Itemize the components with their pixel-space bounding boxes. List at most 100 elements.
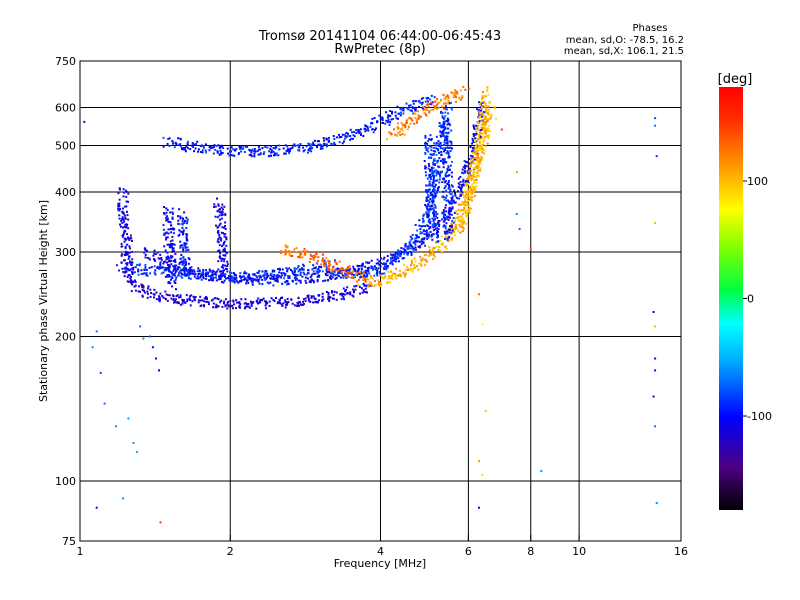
data-point	[358, 130, 361, 133]
data-point	[166, 299, 169, 302]
data-point	[443, 141, 446, 144]
data-point	[216, 306, 219, 309]
data-point	[313, 254, 316, 257]
data-point	[442, 162, 445, 165]
data-point	[281, 305, 284, 307]
data-point	[155, 298, 158, 301]
data-point	[207, 301, 210, 304]
data-point	[196, 270, 199, 273]
data-point	[477, 163, 480, 166]
data-point	[289, 254, 292, 257]
data-point	[433, 96, 436, 99]
data-point	[162, 262, 165, 265]
data-point	[187, 140, 190, 143]
data-point	[435, 191, 437, 194]
data-point	[159, 253, 162, 256]
data-point	[291, 272, 294, 275]
data-point	[432, 198, 435, 201]
data-point	[450, 171, 453, 174]
y-tick-label: 400	[55, 186, 76, 199]
data-point	[297, 255, 300, 258]
data-point	[379, 118, 382, 121]
data-point	[452, 92, 455, 95]
data-point	[413, 257, 416, 260]
data-point	[404, 245, 407, 248]
data-point	[251, 148, 254, 151]
data-point	[250, 149, 253, 152]
data-point	[434, 205, 437, 208]
data-point	[469, 187, 472, 190]
data-point	[211, 279, 214, 282]
data-point	[273, 152, 276, 155]
data-point	[444, 185, 447, 188]
data-point	[217, 208, 220, 211]
data-point	[404, 126, 407, 129]
data-point	[467, 203, 470, 206]
data-point	[164, 269, 167, 272]
data-point	[448, 102, 451, 105]
data-point	[426, 233, 429, 236]
data-point	[168, 144, 171, 147]
data-point	[654, 425, 657, 428]
data-point	[425, 109, 428, 112]
data-point	[444, 218, 447, 221]
data-point	[350, 131, 353, 134]
data-point	[172, 232, 175, 235]
data-point	[233, 303, 236, 306]
data-point	[445, 199, 448, 202]
data-point	[475, 178, 478, 181]
data-point	[243, 270, 246, 273]
data-point	[165, 293, 168, 296]
data-point	[397, 249, 400, 252]
data-point	[438, 178, 441, 181]
data-point	[402, 257, 405, 259]
data-point	[363, 275, 365, 278]
data-point	[349, 272, 352, 275]
data-point	[243, 307, 246, 310]
data-point	[273, 154, 275, 157]
data-point	[118, 209, 121, 212]
data-point	[119, 225, 122, 228]
data-point	[182, 261, 185, 264]
data-point	[288, 251, 291, 254]
data-point	[484, 105, 487, 108]
data-point	[299, 254, 301, 257]
data-point	[204, 297, 207, 300]
data-point	[455, 196, 458, 199]
data-point	[448, 206, 451, 209]
data-point	[389, 253, 392, 256]
data-point	[219, 208, 222, 211]
data-point	[440, 235, 443, 238]
data-point	[358, 265, 361, 267]
data-point	[408, 244, 411, 247]
data-point	[361, 291, 364, 294]
data-point	[352, 270, 355, 273]
data-point	[264, 304, 267, 307]
data-point	[376, 274, 379, 277]
data-point	[143, 268, 146, 271]
data-point	[474, 188, 477, 191]
data-point	[183, 147, 186, 149]
data-point	[389, 115, 392, 117]
data-point	[473, 167, 476, 169]
data-point	[367, 278, 370, 281]
data-point	[319, 147, 322, 150]
data-point	[373, 117, 376, 119]
data-point	[364, 280, 367, 283]
data-point	[400, 128, 403, 131]
data-point	[189, 270, 192, 273]
data-point	[383, 276, 386, 279]
data-point	[472, 124, 475, 127]
data-point	[218, 153, 221, 156]
data-point	[454, 220, 457, 223]
data-point	[267, 274, 270, 277]
data-point	[449, 168, 451, 171]
data-point	[180, 147, 183, 150]
data-point	[409, 250, 412, 253]
data-point	[181, 260, 184, 263]
data-point	[480, 115, 483, 118]
data-point	[429, 98, 432, 101]
data-point	[185, 273, 188, 276]
data-point	[422, 225, 424, 228]
data-point	[355, 284, 358, 287]
